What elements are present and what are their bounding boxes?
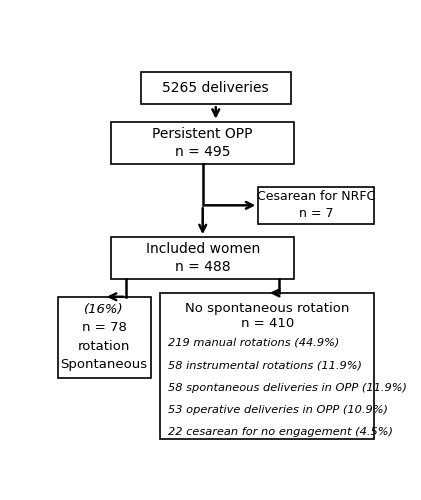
FancyBboxPatch shape	[141, 72, 291, 104]
Text: 53 operative deliveries in OPP (10.9%): 53 operative deliveries in OPP (10.9%)	[168, 405, 389, 415]
Text: Spontaneous: Spontaneous	[61, 358, 148, 372]
Text: Persistent OPP
n = 495: Persistent OPP n = 495	[152, 126, 253, 159]
Text: Cesarean for NRFC
n = 7: Cesarean for NRFC n = 7	[257, 190, 375, 220]
FancyBboxPatch shape	[111, 122, 294, 164]
Text: 22 cesarean for no engagement (4.5%): 22 cesarean for no engagement (4.5%)	[168, 428, 394, 438]
Text: 58 spontaneous deliveries in OPP (11.9%): 58 spontaneous deliveries in OPP (11.9%)	[168, 382, 408, 392]
FancyBboxPatch shape	[58, 297, 151, 378]
Text: 5265 deliveries: 5265 deliveries	[163, 81, 269, 95]
Text: rotation: rotation	[78, 340, 130, 353]
Text: n = 78: n = 78	[82, 322, 126, 334]
FancyBboxPatch shape	[258, 187, 374, 224]
Text: n = 410: n = 410	[240, 317, 294, 330]
Text: 58 instrumental rotations (11.9%): 58 instrumental rotations (11.9%)	[168, 360, 362, 370]
Text: (16%): (16%)	[84, 303, 124, 316]
Text: 219 manual rotations (44.9%): 219 manual rotations (44.9%)	[168, 338, 340, 348]
Text: Included women
n = 488: Included women n = 488	[146, 242, 260, 274]
Text: No spontaneous rotation: No spontaneous rotation	[185, 302, 349, 315]
FancyBboxPatch shape	[160, 293, 374, 439]
FancyBboxPatch shape	[111, 237, 294, 280]
